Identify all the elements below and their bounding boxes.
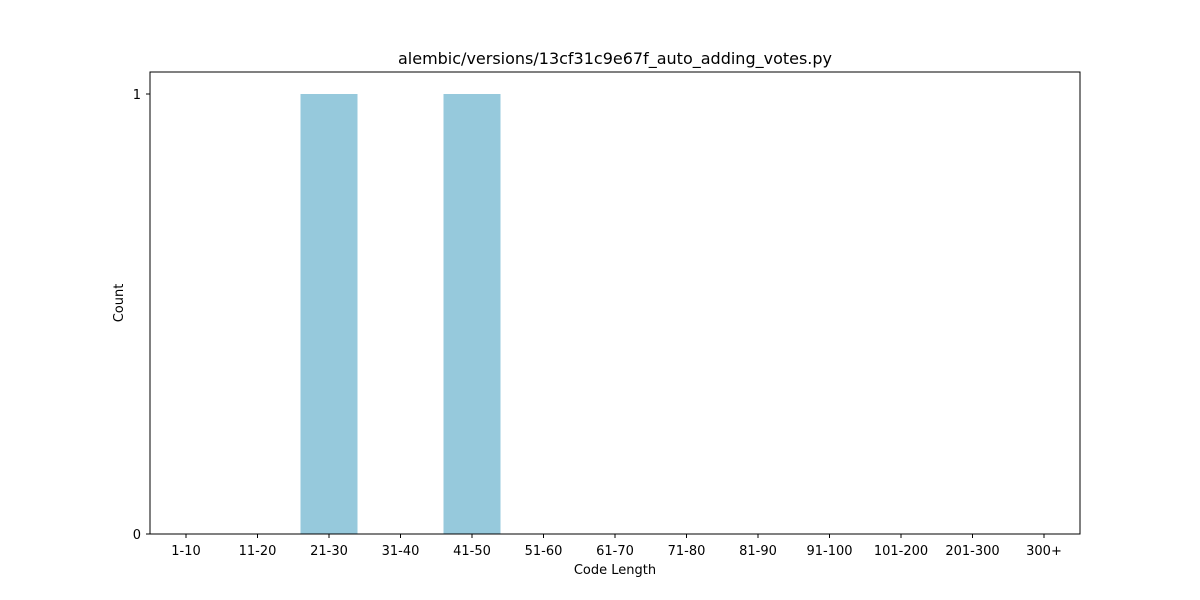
x-tick-label: 71-80 [668,544,706,559]
x-tick-label: 11-20 [239,544,277,559]
x-axis-label: Code Length [574,563,656,578]
bar-41-50 [443,94,501,534]
x-tick-label: 300+ [1026,544,1062,559]
x-tick-label: 61-70 [596,544,634,559]
x-tick-label: 51-60 [525,544,563,559]
y-axis-label: Count [112,284,127,323]
y-axis: 01 [133,88,150,543]
x-tick-label: 1-10 [171,544,201,559]
chart-title: alembic/versions/13cf31c9e67f_auto_addin… [398,49,832,69]
x-tick-label: 91-100 [806,544,852,559]
x-tick-label: 201-300 [945,544,999,559]
bars-group [300,94,501,534]
x-axis: 1-10 11-20 21-30 31-40 41-50 51-60 61-70 71-80 8… [171,534,1062,559]
x-tick-label: 31-40 [382,544,420,559]
y-tick-label: 0 [133,528,141,543]
y-tick-label: 1 [133,88,141,103]
x-tick-label: 81-90 [739,544,777,559]
x-tick-label: 21-30 [310,544,348,559]
bar-21-30 [300,94,358,534]
x-tick-label: 41-50 [453,544,491,559]
x-tick-label: 101-200 [874,544,928,559]
